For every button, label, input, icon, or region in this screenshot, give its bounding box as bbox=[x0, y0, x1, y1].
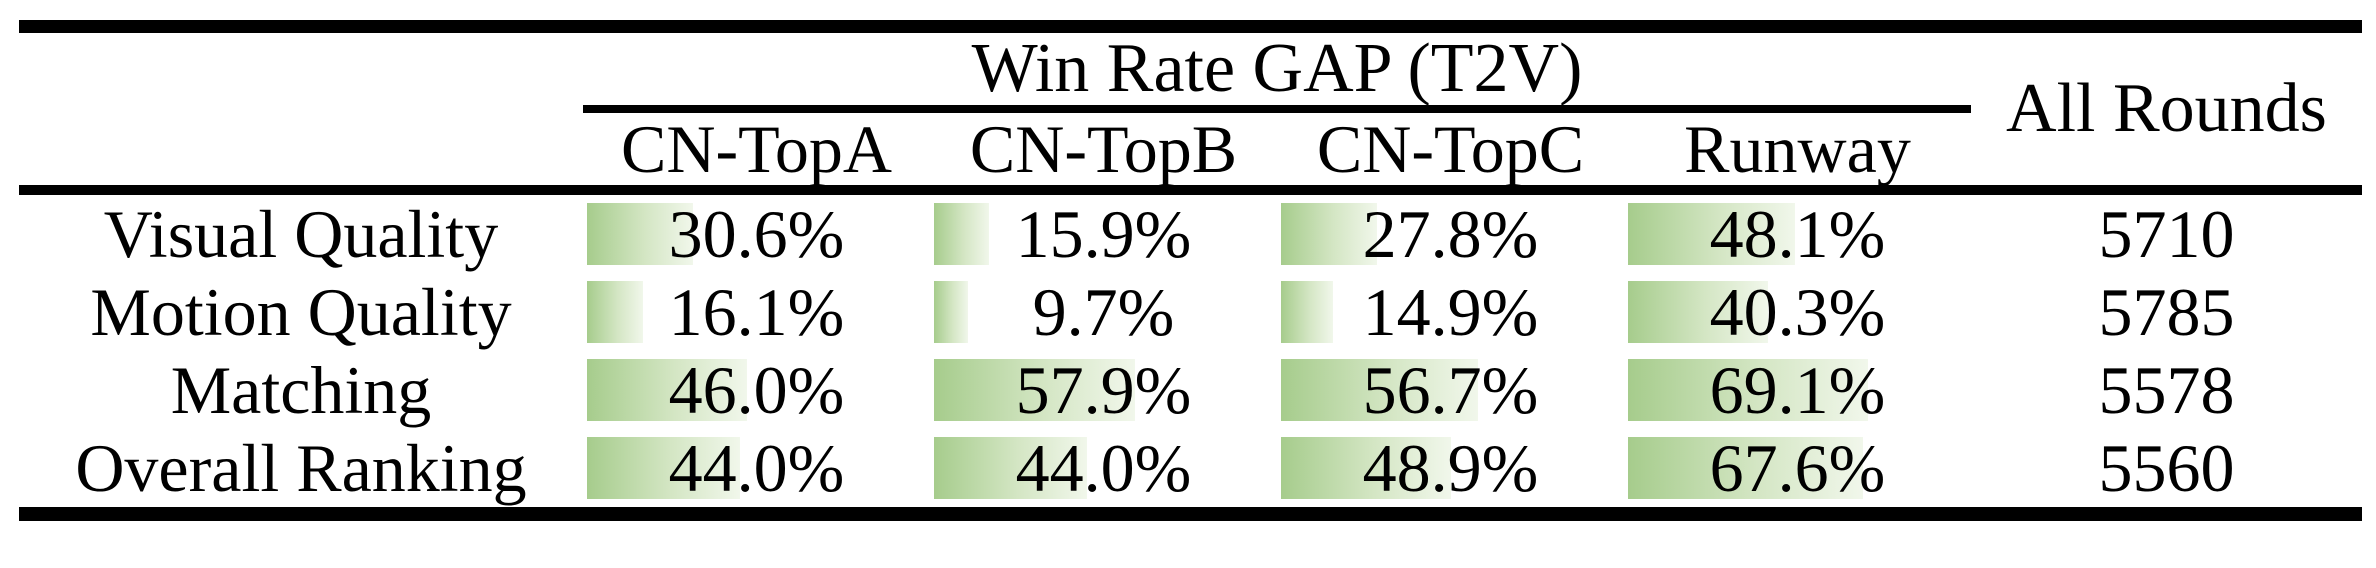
winrate-cell: 27.8% bbox=[1277, 195, 1624, 273]
winrate-bar bbox=[1628, 203, 1795, 265]
row-label: Overall Ranking bbox=[75, 430, 527, 506]
winrate-bar bbox=[587, 281, 643, 343]
winrate-value: 67.6% bbox=[1709, 430, 1886, 506]
all-rounds-value: 5578 bbox=[2098, 352, 2235, 428]
all-rounds-value: 5710 bbox=[2098, 196, 2235, 272]
winrate-cell: 57.9% bbox=[930, 351, 1277, 429]
all-rounds-value: 5560 bbox=[2098, 430, 2235, 506]
winrate-bar bbox=[934, 437, 1087, 499]
row-label: Matching bbox=[170, 352, 432, 428]
column-header-cn-topc: CN-TopC bbox=[1316, 111, 1585, 187]
winrate-value: 40.3% bbox=[1709, 274, 1886, 350]
winrate-cell: 48.9% bbox=[1277, 429, 1624, 507]
winrate-cell: 30.6% bbox=[583, 195, 930, 273]
winrate-cell: 46.0% bbox=[583, 351, 930, 429]
winrate-cell: 67.6% bbox=[1624, 429, 1971, 507]
winrate-cell: 44.0% bbox=[930, 429, 1277, 507]
winrate-value: 44.0% bbox=[1015, 430, 1192, 506]
winrate-cell: 56.7% bbox=[1277, 351, 1624, 429]
winrate-bar bbox=[1628, 281, 1768, 343]
winrate-value: 69.1% bbox=[1709, 352, 1886, 428]
winrate-bar bbox=[934, 281, 968, 343]
winrate-value: 46.0% bbox=[668, 352, 845, 428]
table-bottom-rule bbox=[19, 507, 2362, 521]
column-header-cn-topb: CN-TopB bbox=[969, 111, 1238, 187]
winrate-value: 48.1% bbox=[1709, 196, 1886, 272]
winrate-value: 14.9% bbox=[1362, 274, 1539, 350]
group-header-underline-rule bbox=[583, 105, 1971, 113]
winrate-bar bbox=[587, 359, 747, 421]
column-header-all-rounds: All Rounds bbox=[2006, 70, 2327, 147]
winrate-bar bbox=[934, 359, 1135, 421]
winrate-cell: 69.1% bbox=[1624, 351, 1971, 429]
winrate-value: 30.6% bbox=[668, 196, 845, 272]
header-separator-rule bbox=[19, 185, 2362, 195]
row-label: Motion Quality bbox=[90, 274, 512, 350]
winrate-bar bbox=[587, 437, 740, 499]
winrate-cell: 9.7% bbox=[930, 273, 1277, 351]
winrate-value: 48.9% bbox=[1362, 430, 1539, 506]
winrate-bar bbox=[1281, 203, 1378, 265]
column-header-cn-topa: CN-TopA bbox=[620, 111, 892, 187]
all-rounds-value: 5785 bbox=[2098, 274, 2235, 350]
winrate-cell: 14.9% bbox=[1277, 273, 1624, 351]
winrate-value: 16.1% bbox=[668, 274, 845, 350]
winrate-value: 44.0% bbox=[668, 430, 845, 506]
row-label: Visual Quality bbox=[103, 196, 499, 272]
winrate-cell: 15.9% bbox=[930, 195, 1277, 273]
winrate-value: 27.8% bbox=[1362, 196, 1539, 272]
winrate-value: 9.7% bbox=[1032, 274, 1175, 350]
winrate-cell: 48.1% bbox=[1624, 195, 1971, 273]
winrate-cell: 16.1% bbox=[583, 273, 930, 351]
column-header-runway: Runway bbox=[1684, 111, 1911, 187]
winrate-cell: 40.3% bbox=[1624, 273, 1971, 351]
winrate-value: 56.7% bbox=[1362, 352, 1539, 428]
group-header-win-rate-gap: Win Rate GAP (T2V) bbox=[971, 30, 1583, 107]
winrate-cell: 44.0% bbox=[583, 429, 930, 507]
winrate-bar bbox=[934, 203, 990, 265]
winrate-bar bbox=[1281, 281, 1333, 343]
winrate-value: 57.9% bbox=[1015, 352, 1192, 428]
win-rate-table: Win Rate GAP (T2V) All Rounds CN-TopA CN… bbox=[19, 20, 2362, 521]
winrate-bar bbox=[1281, 437, 1451, 499]
winrate-value: 15.9% bbox=[1015, 196, 1192, 272]
winrate-bar bbox=[1628, 359, 1868, 421]
winrate-bar bbox=[1281, 359, 1478, 421]
winrate-bar bbox=[1628, 437, 1863, 499]
winrate-bar bbox=[587, 203, 694, 265]
table-top-rule bbox=[19, 20, 2362, 33]
